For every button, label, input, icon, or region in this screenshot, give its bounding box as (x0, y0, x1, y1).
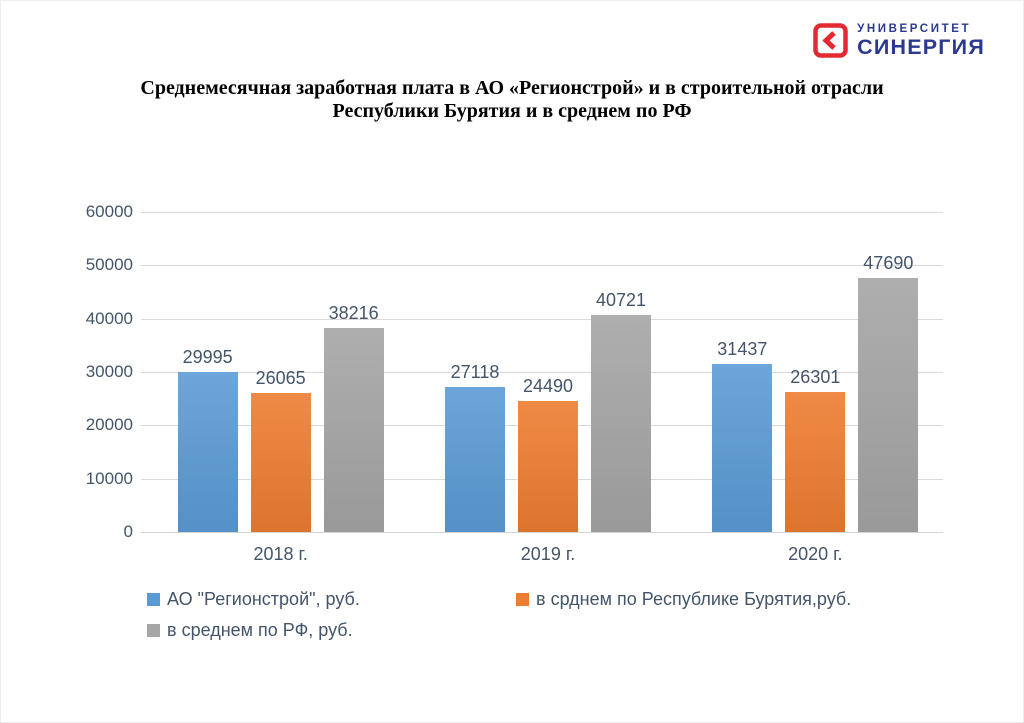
legend-swatch-gray (147, 623, 160, 637)
logo-university-label: УНИВЕРСИТЕТ (857, 23, 972, 35)
bar-2018 г.-series-0 (177, 372, 238, 532)
legend-label-buryatia: в срднем по Республике Бурятия,руб. (536, 589, 852, 609)
y-gridline (141, 265, 943, 267)
bar-value-label: 24490 (522, 376, 574, 397)
y-gridline (141, 318, 943, 320)
y-axis-tick-label: 40000 (85, 308, 133, 328)
y-axis-tick-label: 10000 (85, 468, 133, 488)
legend-item-buryatia: в срднем по Республике Бурятия,руб. (516, 589, 851, 609)
bar-2020 г.-series-1 (785, 391, 846, 532)
bar-2020 г.-series-0 (712, 364, 773, 532)
bar-value-label: 38216 (328, 303, 379, 324)
bar-shading (858, 277, 919, 532)
x-axis-category-label: 2020 г. (788, 544, 843, 564)
bar-2019 г.-series-2 (591, 314, 651, 532)
x-axis-category-label: 2018 г. (253, 544, 308, 564)
bar-value-label: 47690 (863, 252, 914, 273)
y-axis-tick-label: 20000 (85, 415, 133, 435)
legend-item-rf: в среднем по РФ, руб. (147, 620, 353, 640)
legend-label-regionstroy: АО "Регионстрой", руб. (167, 589, 360, 609)
bar-value-label: 40721 (595, 289, 647, 310)
y-axis-tick-label: 0 (123, 522, 133, 541)
bar-2018 г.-series-1 (250, 392, 311, 532)
chart-title: Среднемесячная заработная плата в АО «Ре… (51, 77, 973, 123)
x-axis-category-label: 2019 г. (520, 544, 576, 564)
bar-2019 г.-series-0 (445, 387, 505, 532)
bar-2020 г.-series-2 (858, 277, 919, 532)
bar-shading (518, 401, 578, 532)
bar-shading (785, 391, 846, 532)
y-axis-tick-label: 30000 (85, 362, 133, 381)
bar-2019 г.-series-1 (518, 401, 578, 532)
chart-title-line-2: Республики Бурятия и в среднем по РФ (332, 100, 692, 122)
chart-title-line-1: Среднемесячная заработная плата в АО «Ре… (140, 77, 884, 99)
bar-shading (591, 314, 651, 532)
bar-shading (250, 392, 311, 532)
bar-shading (177, 372, 238, 532)
legend-swatch-orange (516, 592, 529, 606)
bar-value-label: 29995 (182, 347, 233, 368)
synergy-logo-icon (813, 22, 848, 58)
bar-value-label: 26301 (790, 366, 841, 387)
bar-shading (323, 328, 384, 532)
bar-value-label: 27118 (450, 362, 500, 383)
y-gridline (141, 212, 943, 213)
logo-synergy-label: СИНЕРГИЯ (857, 35, 985, 59)
legend-item-regionstroy: АО "Регионстрой", руб. (147, 589, 360, 609)
x-axis-line (141, 532, 943, 533)
y-axis-tick-label: 60000 (85, 202, 133, 221)
bar-shading (445, 387, 505, 532)
legend-label-rf: в среднем по РФ, руб. (167, 620, 353, 640)
legend-swatch-blue (147, 592, 160, 606)
y-axis-tick-label: 50000 (85, 255, 133, 275)
synergy-logo-text: УНИВЕРСИТЕТ СИНЕРГИЯ (857, 22, 985, 58)
synergy-logo: УНИВЕРСИТЕТ СИНЕРГИЯ (813, 22, 985, 58)
bar-2018 г.-series-2 (323, 328, 384, 532)
bar-value-label: 31437 (717, 339, 768, 360)
bar-value-label: 26065 (255, 367, 306, 388)
y-gridline (141, 372, 943, 373)
bar-shading (712, 364, 773, 532)
